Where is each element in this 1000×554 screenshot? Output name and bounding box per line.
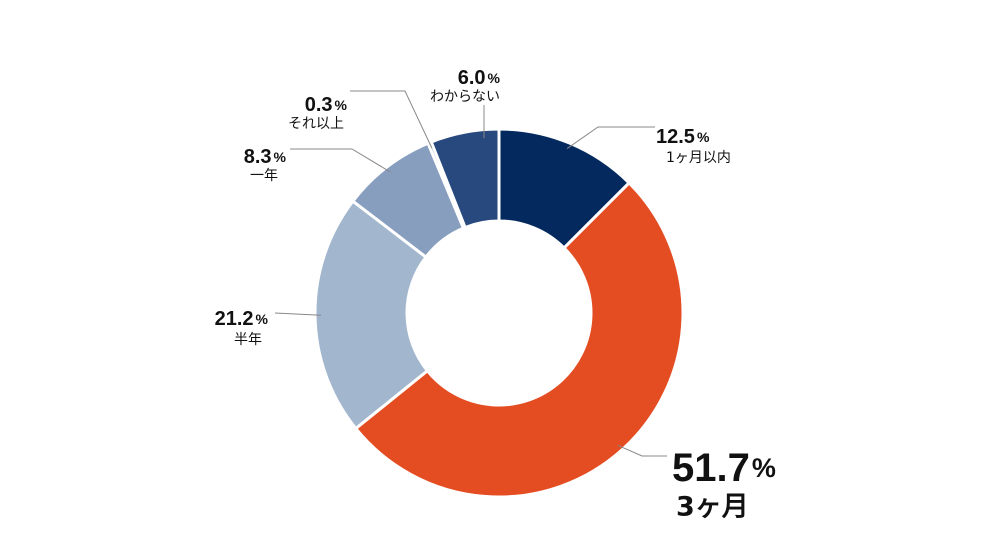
slice-category-label: わからない <box>430 89 500 105</box>
slice-value-number: 8.3 <box>244 146 272 168</box>
leader-line-5 <box>350 90 433 149</box>
slice-value-number: 0.3 <box>305 94 333 116</box>
slice-value-unit: % <box>752 453 776 483</box>
slice-value-label: 21.2% <box>215 308 269 330</box>
slice-category-label: 一年 <box>250 168 278 184</box>
leader-line-1 <box>566 126 655 149</box>
slice-value-label: 0.3% <box>305 94 348 116</box>
slice-value-number: 51.7 <box>672 446 750 490</box>
slice-value-number: 6.0 <box>458 67 486 89</box>
leader-line-2 <box>617 444 667 457</box>
leader-lines <box>274 90 667 457</box>
slice-6 <box>429 127 501 230</box>
slice-value-unit: % <box>274 149 287 165</box>
slice-value-label: 8.3% <box>244 146 287 168</box>
leader-line-4 <box>290 148 391 173</box>
slices-layer <box>313 127 685 499</box>
slice-category-label: 半年 <box>234 332 262 348</box>
slice-value-unit: % <box>256 311 269 327</box>
slice-category-label: 1ヶ月以内 <box>666 150 731 166</box>
slice-category-label: 3ヶ月 <box>676 492 749 523</box>
slice-2 <box>353 180 685 499</box>
leader-line-3 <box>274 312 322 316</box>
slice-value-number: 21.2 <box>215 308 254 330</box>
slice-value-label: 6.0% <box>458 67 501 89</box>
slice-3 <box>313 199 430 431</box>
slice-value-unit: % <box>335 97 348 113</box>
slice-value-label: 12.5% <box>656 126 710 148</box>
slice-category-label: それ以上 <box>288 116 344 132</box>
slice-value-unit: % <box>697 129 710 145</box>
slice-value-unit: % <box>488 70 501 86</box>
slice-value-number: 12.5 <box>656 126 695 148</box>
slice-value-label: 51.7% <box>672 446 776 490</box>
